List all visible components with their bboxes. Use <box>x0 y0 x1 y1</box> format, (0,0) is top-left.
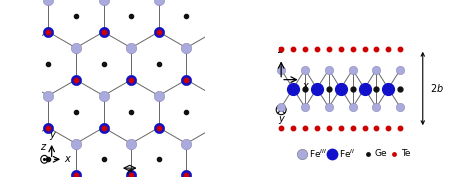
Text: x: x <box>64 154 71 164</box>
Text: z: z <box>277 45 282 55</box>
Text: $2b$: $2b$ <box>430 82 444 95</box>
Text: Te: Te <box>401 150 410 158</box>
Text: $a$: $a$ <box>126 167 133 177</box>
Text: y: y <box>49 130 55 140</box>
Text: z: z <box>40 142 46 152</box>
Text: y: y <box>278 114 284 124</box>
Text: Fe$^{II}$: Fe$^{II}$ <box>339 148 355 160</box>
Text: x: x <box>302 81 308 91</box>
Text: Fe$^{III}$: Fe$^{III}$ <box>309 148 327 160</box>
Text: Ge: Ge <box>374 150 387 158</box>
